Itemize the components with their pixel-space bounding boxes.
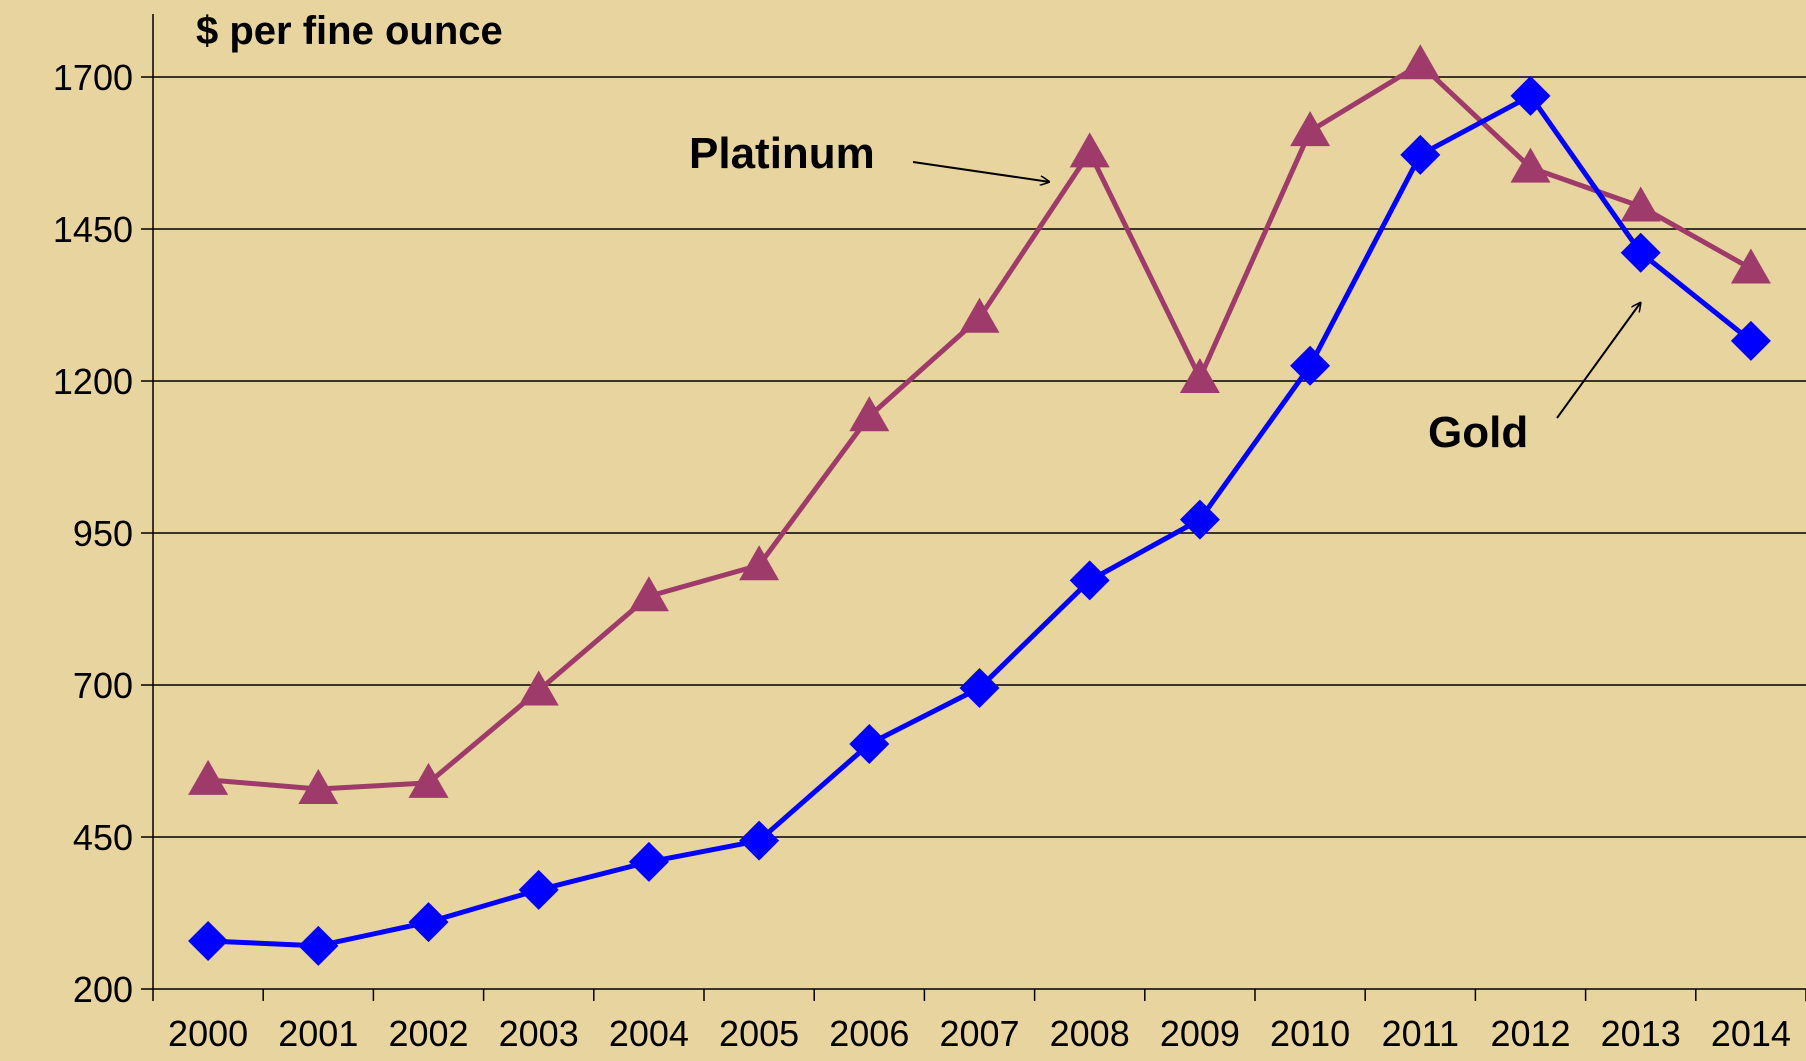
gold-annotation: Gold [1428,408,1528,457]
marker [1620,186,1661,222]
marker [1069,560,1110,601]
marker [628,576,669,612]
marker [1179,357,1220,393]
x-tick-label: 2007 [939,1013,1019,1054]
x-tick-label: 2013 [1601,1013,1681,1054]
x-tick-label: 2005 [719,1013,799,1054]
platinum-arrow [912,161,1050,182]
x-tick-label: 2000 [168,1013,248,1054]
marker [188,759,229,795]
marker [518,670,559,706]
x-tick-label: 2001 [278,1013,358,1054]
marker [849,396,890,432]
marker [518,869,559,910]
marker [849,723,890,764]
marker [628,841,669,882]
marker [408,902,449,943]
x-tick-label: 2011 [1382,1013,1459,1054]
marker [298,768,339,804]
marker [1620,232,1661,273]
marker [1290,345,1331,386]
marker [739,545,780,581]
gold-arrow [1556,302,1641,419]
marker [188,920,229,961]
marker [1290,111,1331,147]
marker [1400,134,1441,175]
marker [1069,132,1110,168]
y-tick-label: 1450 [53,209,133,250]
x-tick-label: 2014 [1711,1013,1791,1054]
chart-title: $ per fine ounce [196,9,503,53]
platinum-annotation: Platinum [689,129,875,178]
y-tick-label: 1700 [53,57,133,98]
marker [1730,320,1771,361]
x-tick-label: 2003 [499,1013,579,1054]
x-tick-label: 2012 [1490,1013,1570,1054]
marker [959,668,1000,709]
y-tick-label: 200 [73,969,133,1010]
x-tick-label: 2009 [1160,1013,1240,1054]
x-tick-label: 2010 [1270,1013,1350,1054]
marker [1179,499,1220,540]
marker [1510,75,1551,116]
marker [298,925,339,966]
y-tick-label: 950 [73,513,133,554]
marker [1510,147,1551,183]
y-tick-label: 1200 [53,361,133,402]
y-tick-label: 450 [73,817,133,858]
x-tick-label: 2006 [829,1013,909,1054]
x-tick-label: 2008 [1050,1013,1130,1054]
x-tick-label: 2002 [388,1013,468,1054]
marker [739,820,780,861]
marker [959,297,1000,333]
marker [408,762,449,798]
marker [1730,248,1771,284]
y-tick-label: 700 [73,665,133,706]
marker [1400,44,1441,80]
x-tick-label: 2004 [609,1013,689,1054]
